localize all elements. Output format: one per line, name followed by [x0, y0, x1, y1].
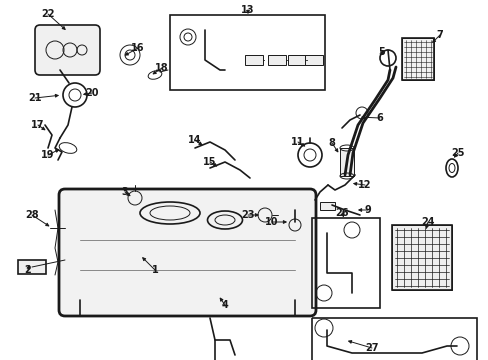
Text: 28: 28 — [25, 210, 39, 220]
Bar — [401, 38, 433, 80]
Text: 11: 11 — [291, 137, 304, 147]
Bar — [305, 55, 323, 65]
Text: 4: 4 — [221, 300, 228, 310]
Text: 7: 7 — [436, 30, 443, 40]
Bar — [391, 225, 451, 290]
Text: 21: 21 — [28, 93, 41, 103]
Text: 14: 14 — [188, 135, 202, 145]
Text: 22: 22 — [41, 9, 55, 19]
Text: 23: 23 — [241, 210, 254, 220]
Text: 8: 8 — [328, 138, 335, 148]
FancyBboxPatch shape — [59, 189, 315, 316]
Bar — [319, 202, 334, 210]
Text: 16: 16 — [131, 43, 144, 53]
Text: 15: 15 — [203, 157, 216, 167]
Text: 9: 9 — [364, 205, 370, 215]
Text: 10: 10 — [264, 217, 278, 227]
Text: 26: 26 — [335, 208, 348, 218]
Text: 27: 27 — [365, 343, 378, 353]
Text: 2: 2 — [24, 265, 31, 275]
Bar — [244, 55, 263, 65]
FancyBboxPatch shape — [35, 25, 100, 75]
Bar — [267, 55, 285, 65]
Bar — [391, 225, 451, 290]
Bar — [401, 38, 433, 80]
Bar — [18, 260, 46, 274]
Text: 6: 6 — [376, 113, 383, 123]
Bar — [339, 148, 353, 176]
Bar — [311, 218, 379, 308]
Text: 18: 18 — [155, 63, 168, 73]
Text: 20: 20 — [85, 88, 99, 98]
Text: 12: 12 — [358, 180, 371, 190]
Text: 3: 3 — [122, 187, 128, 197]
Bar — [287, 55, 305, 65]
Text: 1: 1 — [151, 265, 158, 275]
Text: 5: 5 — [378, 47, 385, 57]
Bar — [170, 15, 325, 90]
Text: 25: 25 — [450, 148, 464, 158]
Text: 24: 24 — [420, 217, 434, 227]
Bar — [311, 318, 476, 360]
Text: 13: 13 — [241, 5, 254, 15]
Text: 17: 17 — [31, 120, 45, 130]
Text: 19: 19 — [41, 150, 55, 160]
